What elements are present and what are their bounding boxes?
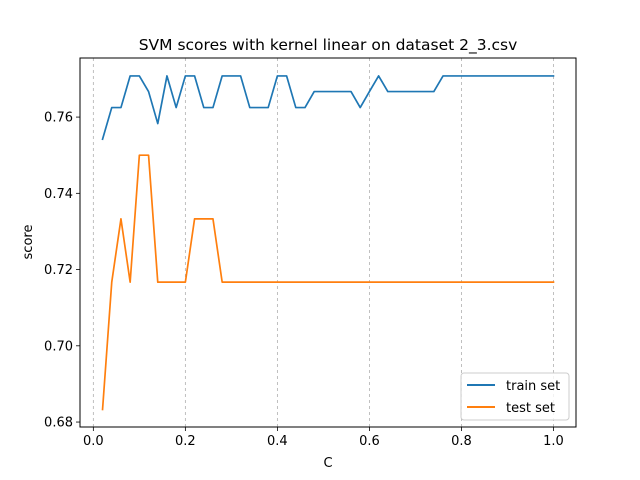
y-tick-label: 0.72	[44, 263, 73, 278]
legend-label-train-set: train set	[506, 379, 560, 394]
plot-frame	[79, 57, 577, 428]
y-tick-label: 0.76	[44, 111, 73, 126]
chart-title: SVM scores with kernel linear on dataset…	[139, 36, 518, 55]
legend: train set test set	[460, 372, 570, 421]
x-tick-label: 0.8	[451, 434, 472, 449]
y-axis-label: score	[21, 225, 36, 260]
y-tick-label: 0.74	[44, 187, 73, 202]
x-tick-label: 0.2	[175, 434, 196, 449]
grid-layer	[92, 58, 554, 427]
plot-area	[80, 58, 576, 427]
x-tick-label: 0.6	[359, 434, 380, 449]
y-tick-label: 0.68	[44, 416, 73, 431]
series-layer	[101, 75, 555, 411]
y-tick-label: 0.70	[44, 339, 73, 354]
series-line-test-set	[101, 154, 555, 411]
ticks-layer: 0.0 0.2 0.4 0.6 0.8 1.0 0.68 0.70 0.72 0.74 0.76	[44, 111, 564, 449]
x-tick-label: 0.0	[83, 434, 104, 449]
x-axis-label: C	[323, 456, 332, 471]
legend-label-test-set: test set	[506, 401, 555, 416]
series-line-train-set	[101, 75, 555, 141]
x-tick-label: 1.0	[543, 434, 564, 449]
x-tick-label: 0.4	[267, 434, 288, 449]
